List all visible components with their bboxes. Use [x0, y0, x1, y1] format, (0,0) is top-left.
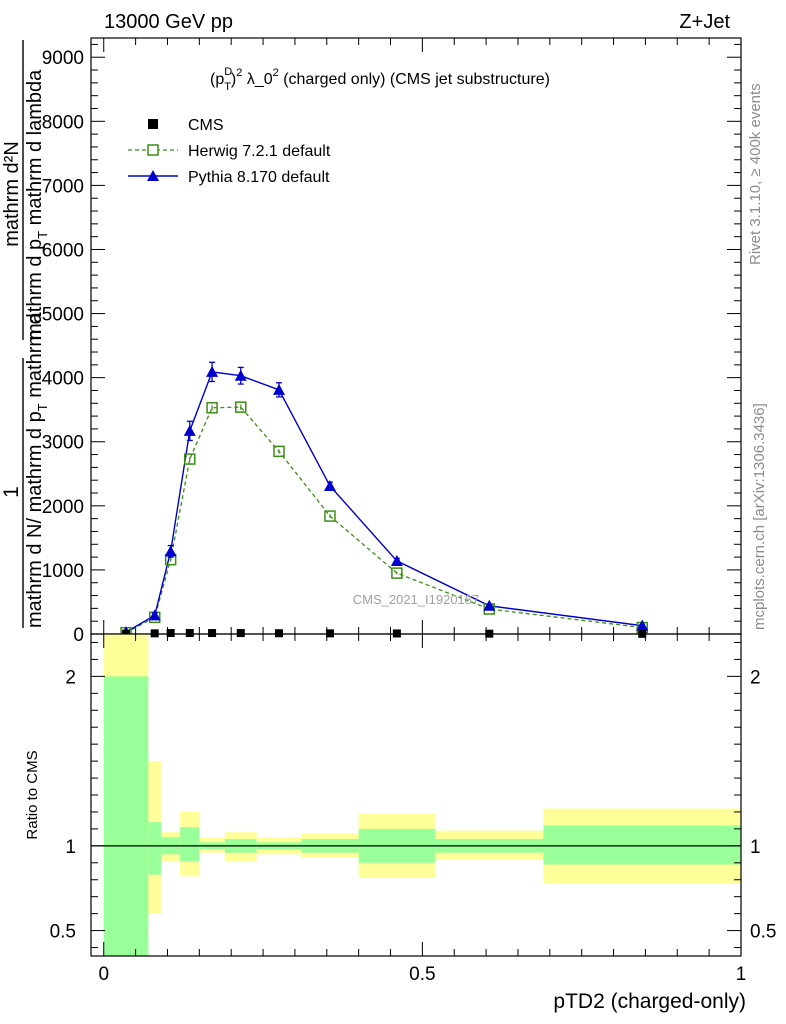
y-tick-label: 1000 — [42, 561, 84, 582]
ratio-band-green-3 — [180, 827, 200, 862]
ylabel-rest: mathrm d — [24, 313, 46, 403]
herwig-point — [324, 510, 336, 522]
cms-point — [325, 629, 334, 638]
legend-label-1: Herwig 7.2.1 default — [188, 143, 331, 160]
legend: CMS Herwig 7.2.1 default Pythia 8.170 defa… — [128, 117, 331, 186]
title-sup-d: D — [224, 66, 232, 78]
cms-point — [274, 629, 283, 638]
pythia-point — [636, 619, 649, 631]
ratio-band-green-1 — [148, 822, 162, 875]
legend-pythia-marker — [147, 170, 159, 181]
ratio-y-tick-label-right: 2 — [750, 667, 761, 688]
ratio-band-green-0 — [103, 676, 149, 956]
ylabel-denominator-one-text: mathrm d N — [24, 524, 46, 628]
y-tick-label: 5000 — [42, 305, 84, 326]
y-tick-label: 9000 — [42, 48, 84, 69]
ratio-frame — [90, 633, 742, 957]
legend-cms-marker — [148, 119, 158, 129]
legend-label-2: Pythia 8.170 default — [188, 169, 330, 186]
ratio-ylabel: Ratio to CMS — [24, 750, 41, 839]
ratio-panel: 0 0.5 10.5 0.51 12 2 — [50, 633, 776, 985]
y-tick-label: 3000 — [42, 433, 84, 454]
y-tick-label: 6000 — [42, 240, 84, 261]
x-tick-label: 0.5 — [409, 964, 435, 985]
beam-label: 13000 GeV pp — [104, 11, 233, 33]
watermark-label: CMS_2021_I1920187 — [353, 592, 480, 607]
ratio-y-tick-label-right: 0.5 — [750, 922, 776, 943]
ylabel-sub-t2: T — [35, 231, 50, 239]
main-ylabel: 1 mathrm d N/ mathrm d pT mathrm d mathr… — [0, 40, 50, 628]
ratio-y-tick-label-left: 0.5 — [50, 922, 76, 943]
ylabel-denominator-two: mathrm d pT mathrm d lambda — [24, 69, 50, 340]
y-tick-label: 7000 — [42, 176, 84, 197]
ylabel-sub-t: T — [35, 403, 50, 411]
ylabel-numerator-one: 1 — [0, 486, 23, 498]
ylabel-denominator-two-text: mathrm d p — [24, 239, 46, 340]
cms-point — [185, 629, 194, 638]
mcplots-label: mcplots.cern.ch [arXiv:1306.3436] — [751, 403, 768, 630]
title-sup-2: 2 — [236, 67, 242, 79]
cms-point — [166, 629, 175, 638]
legend-herwig-marker — [147, 144, 159, 156]
rivet-label: Rivet 3.1.10, ≥ 400k events — [747, 83, 764, 265]
legend-label-0: CMS — [188, 117, 224, 134]
title-sub-t: T — [224, 81, 231, 93]
pythia-point — [164, 545, 177, 557]
title-p: (p — [210, 71, 224, 88]
ylabel-den-two-rest: mathrm d lambda — [24, 69, 46, 231]
ylabel-numerator-two: mathrm d²N — [1, 141, 23, 247]
y-tick-label: 2000 — [42, 497, 84, 518]
pythia-point — [323, 479, 336, 491]
ylabel-slash: / mathrm d p — [24, 411, 46, 523]
xlabel: pTD2 (charged-only) — [553, 990, 746, 1013]
pythia-point — [183, 424, 196, 436]
ratio-y-tick-label-right: 1 — [750, 837, 761, 858]
herwig-point — [235, 401, 247, 413]
herwig-line — [125, 406, 643, 634]
ratio-y-tick-label-left: 2 — [65, 667, 76, 688]
cms-point — [150, 629, 159, 638]
title-rest: (charged only) (CMS jet substructure) — [279, 71, 550, 88]
process-label: Z+Jet — [679, 11, 730, 33]
pythia-point — [390, 554, 403, 566]
title-lambda: λ_0 — [242, 71, 272, 88]
herwig-point — [206, 402, 218, 414]
cms-point — [236, 629, 245, 638]
herwig-point — [273, 445, 285, 458]
title-sup-2b: 2 — [273, 67, 279, 79]
x-tick-label: 0 — [98, 964, 109, 985]
pythia-point — [483, 599, 496, 611]
pythia-point — [206, 365, 219, 377]
herwig-point — [391, 567, 403, 579]
herwig-point — [184, 453, 196, 465]
ratio-band-green-10 — [543, 825, 741, 865]
pythia-point — [272, 383, 285, 395]
cms-point — [208, 629, 217, 638]
ylabel-denominator-one: mathrm d N/ mathrm d pT mathrm d — [24, 313, 50, 628]
plot-title: (pD T)2 λ_02 (charged only) (CMS jet subs… — [210, 66, 550, 93]
main-panel: 0 1000 2000 3000 4000 5000 6000 7000 8000 9000 — [42, 37, 742, 646]
x-tick-label: 1 — [736, 964, 747, 985]
pythia-point — [148, 609, 161, 621]
y-tick-label: 0 — [73, 625, 84, 646]
pythia-point — [234, 369, 247, 381]
title-close: ) — [231, 71, 236, 88]
y-tick-label: 8000 — [42, 112, 84, 133]
y-tick-label: 4000 — [42, 369, 84, 390]
ratio-y-tick-label-left: 1 — [65, 837, 76, 858]
